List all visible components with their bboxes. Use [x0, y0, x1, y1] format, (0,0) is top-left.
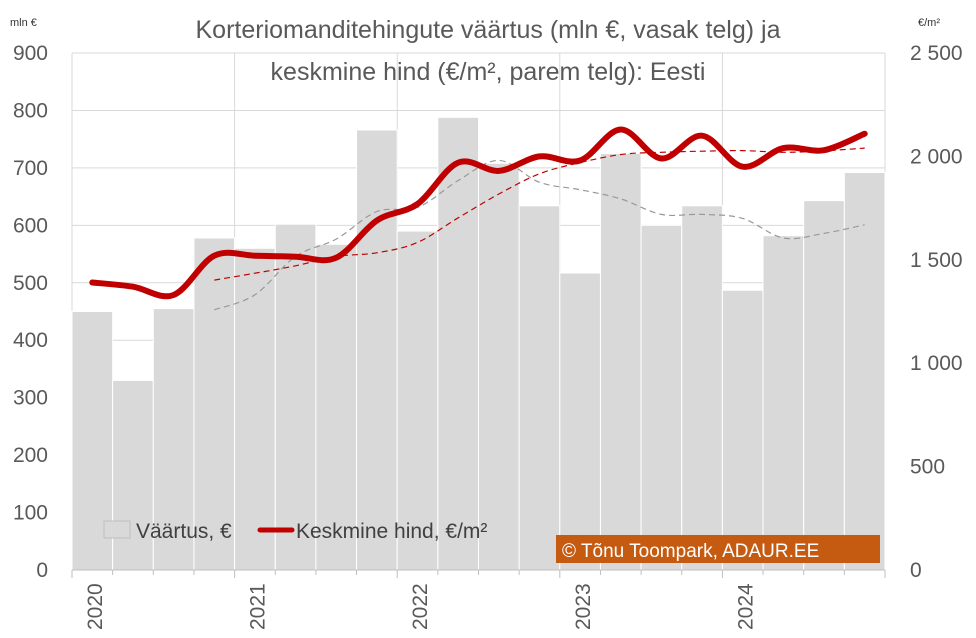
bar-value	[599, 153, 642, 571]
y-left-tick-label: 200	[13, 444, 48, 467]
y-left-tick-label: 100	[13, 502, 48, 525]
tick-labels: 0 100 200 300 400 500 600 700 800 900 0 500 1 000 1 5…	[13, 42, 963, 630]
y-left-tick-label: 900	[13, 42, 48, 65]
bar-value	[356, 129, 398, 571]
legend-bar-label: Väärtus, €	[136, 520, 232, 543]
y-left-tick-label: 300	[13, 387, 48, 410]
bar-value	[478, 162, 520, 571]
bar-value	[518, 205, 561, 571]
bar-value	[437, 116, 480, 571]
chart-title-line-2: keskmine hind (€/m², parem telg): Eesti	[271, 58, 706, 86]
bar-value	[396, 230, 439, 571]
y-right-tick-label: 1 000	[910, 352, 963, 375]
right-axis-unit: €/m²	[918, 17, 940, 29]
y-left-tick-label: 500	[13, 272, 48, 295]
x-year-label: 2023	[572, 583, 595, 630]
bar-value	[843, 171, 886, 571]
bar-value	[803, 200, 845, 571]
y-right-tick-label: 2 000	[910, 145, 963, 168]
bar-value	[152, 308, 195, 571]
price-line-layer	[89, 126, 868, 300]
legend: Väärtus, € Keskmine hind, €/m²	[103, 520, 487, 543]
y-left-tick-label: 700	[13, 157, 48, 180]
bar-value	[721, 289, 764, 571]
credit-background	[556, 535, 880, 563]
y-left-tick-label: 400	[13, 329, 48, 352]
x-year-label: 2021	[247, 583, 270, 630]
legend-bar-swatch	[103, 520, 131, 539]
bar-value	[234, 247, 276, 571]
bar-value	[559, 272, 601, 571]
axes	[71, 569, 886, 578]
x-year-label: 2024	[734, 583, 757, 630]
bar-value	[640, 224, 683, 571]
bar-trendline	[214, 159, 865, 311]
bar-value	[762, 235, 805, 571]
y-right-tick-label: 1 500	[910, 249, 963, 272]
y-left-tick-label: 600	[13, 214, 48, 237]
price-line	[89, 126, 868, 300]
y-left-tick-label: 0	[36, 559, 48, 582]
credit-text: © Tõnu Toompark, ADAUR.EE	[562, 541, 819, 562]
legend-line-label: Keskmine hind, €/m²	[296, 520, 487, 543]
y-right-tick-label: 2 500	[910, 42, 963, 65]
y-left-tick-label: 800	[13, 99, 48, 122]
y-right-tick-label: 500	[910, 456, 945, 479]
bar-value	[681, 205, 723, 571]
chart-title-line-1: Korteriomanditehingute väärtus (mln €, v…	[195, 16, 780, 44]
bar-value	[274, 223, 317, 571]
x-year-label: 2022	[409, 583, 432, 630]
x-year-label: 2020	[84, 583, 107, 630]
credit-badge: © Tõnu Toompark, ADAUR.EE	[556, 535, 880, 563]
left-axis-unit: mln €	[10, 17, 37, 29]
y-right-tick-label: 0	[910, 559, 922, 582]
